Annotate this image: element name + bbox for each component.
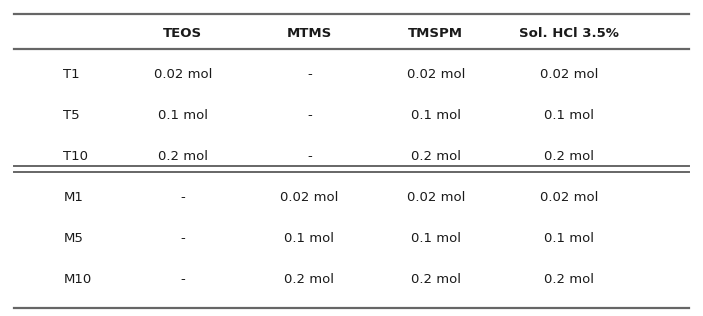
Text: TMSPM: TMSPM: [408, 27, 463, 40]
Text: 0.02 mol: 0.02 mol: [280, 191, 339, 204]
Text: 0.1 mol: 0.1 mol: [284, 232, 335, 245]
Text: 0.02 mol: 0.02 mol: [540, 68, 599, 81]
Text: 0.2 mol: 0.2 mol: [544, 273, 595, 286]
Text: 0.2 mol: 0.2 mol: [157, 150, 208, 163]
Text: 0.2 mol: 0.2 mol: [284, 273, 335, 286]
Text: 0.2 mol: 0.2 mol: [411, 150, 461, 163]
Text: 0.02 mol: 0.02 mol: [540, 191, 599, 204]
Text: 0.1 mol: 0.1 mol: [411, 109, 461, 122]
Text: 0.1 mol: 0.1 mol: [157, 109, 208, 122]
Text: -: -: [181, 232, 185, 245]
Text: 0.02 mol: 0.02 mol: [153, 68, 212, 81]
Text: -: -: [307, 150, 311, 163]
Text: MTMS: MTMS: [287, 27, 332, 40]
Text: 0.1 mol: 0.1 mol: [544, 109, 595, 122]
Text: 0.02 mol: 0.02 mol: [406, 68, 465, 81]
Text: 0.2 mol: 0.2 mol: [544, 150, 595, 163]
Text: M5: M5: [63, 232, 83, 245]
Text: -: -: [181, 191, 185, 204]
Text: 0.1 mol: 0.1 mol: [411, 232, 461, 245]
Text: M10: M10: [63, 273, 91, 286]
Text: TEOS: TEOS: [163, 27, 202, 40]
Text: 0.2 mol: 0.2 mol: [411, 273, 461, 286]
Text: -: -: [307, 68, 311, 81]
Text: 0.1 mol: 0.1 mol: [544, 232, 595, 245]
Text: T10: T10: [63, 150, 89, 163]
Text: -: -: [307, 109, 311, 122]
Text: T5: T5: [63, 109, 80, 122]
Text: T1: T1: [63, 68, 80, 81]
Text: Sol. HCl 3.5%: Sol. HCl 3.5%: [520, 27, 619, 40]
Text: -: -: [181, 273, 185, 286]
Text: 0.02 mol: 0.02 mol: [406, 191, 465, 204]
Text: M1: M1: [63, 191, 83, 204]
